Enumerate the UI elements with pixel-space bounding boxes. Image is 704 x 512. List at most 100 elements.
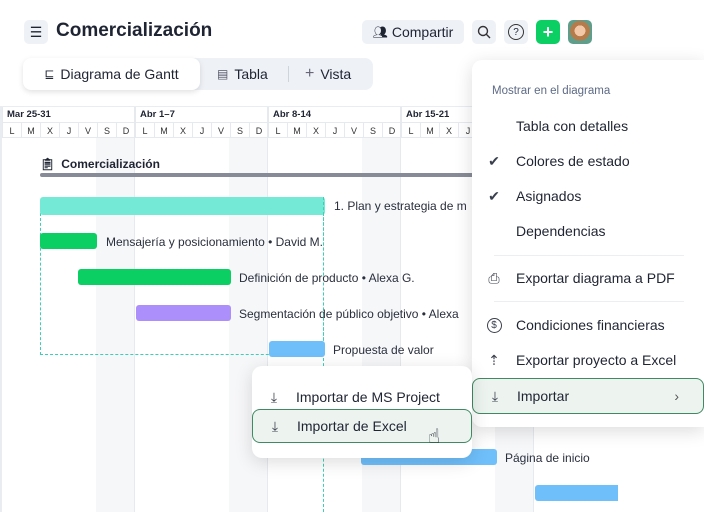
week-line	[267, 107, 268, 512]
gantt-icon: ⊑	[44, 67, 55, 81]
day-label: M	[420, 122, 439, 138]
week-line	[400, 107, 401, 512]
plus-icon: +	[305, 65, 315, 82]
menu-item-dependencies[interactable]: Dependencias	[472, 214, 704, 248]
day-label: L	[2, 122, 21, 138]
task-label: Segmentación de público objetivo • Alexa	[239, 307, 459, 321]
share-label: Compartir	[391, 24, 454, 40]
menu-label: Importar de Excel	[297, 418, 407, 434]
menu-item-assignees[interactable]: ✔ Asignados	[472, 179, 704, 213]
help-icon: ?	[508, 24, 524, 40]
menu-item-export-pdf[interactable]: ⎙ Exportar diagrama a PDF	[472, 261, 704, 295]
download-icon: ⤓	[270, 388, 278, 405]
download-icon: ⤓	[491, 387, 499, 404]
menu-label: Importar	[517, 388, 570, 404]
plus-icon: +	[542, 21, 554, 42]
tab-divider	[288, 66, 289, 82]
menu-item-financial[interactable]: $ Condiciones financieras	[472, 308, 704, 342]
tab-label: Diagrama de Gantt	[60, 66, 179, 82]
menu-item-import-excel[interactable]: ⤓ Importar de Excel	[252, 409, 472, 443]
view-tabs: ⊑ Diagrama de Gantt ▤ Tabla + Vista	[23, 58, 373, 90]
chart-options-menu: Mostrar en el diagrama Tabla con detalle…	[472, 60, 704, 427]
day-label: L	[401, 122, 420, 138]
menu-item-export-excel[interactable]: ⇡ Exportar proyecto a Excel	[472, 343, 704, 377]
menu-label: Colores de estado	[516, 153, 630, 169]
day-label: J	[325, 122, 344, 138]
share-button[interactable]: 👥︎ Compartir	[362, 20, 464, 44]
import-submenu: ⤓ Importar de MS Project ⤓ Importar de Exc…	[252, 366, 472, 458]
users-icon: 👥︎	[372, 25, 388, 39]
menu-item-details-table[interactable]: Tabla con detalles	[472, 109, 704, 143]
menu-label: Exportar proyecto a Excel	[516, 352, 677, 368]
task-bar[interactable]	[535, 485, 618, 501]
day-label: M	[154, 122, 173, 138]
day-label: J	[59, 122, 78, 138]
day-label: X	[40, 122, 59, 138]
menu-item-import[interactable]: ⤓ Importar ›	[472, 378, 704, 414]
clipboard-icon: 📋︎	[40, 157, 56, 171]
day-label: D	[116, 122, 135, 138]
week-label: Abr 1–7	[135, 107, 175, 122]
table-icon: ▤	[217, 67, 229, 81]
hamburger-icon: ☰	[29, 23, 43, 40]
day-label: J	[458, 122, 477, 138]
menu-label: Importar de MS Project	[296, 389, 440, 405]
menu-label: Tabla con detalles	[516, 118, 629, 134]
project-name: Comercialización	[61, 157, 160, 171]
project-row[interactable]: 📋︎ Comercialización	[40, 157, 160, 171]
tab-gantt[interactable]: ⊑ Diagrama de Gantt	[23, 58, 200, 90]
day-label: X	[306, 122, 325, 138]
task-label: Mensajería y posicionamiento • David M.	[106, 235, 323, 249]
download-icon: ⤓	[271, 417, 279, 434]
day-label: D	[382, 122, 401, 138]
task-bar[interactable]	[78, 269, 231, 285]
menu-label: Exportar diagrama a PDF	[516, 270, 675, 286]
search-icon	[477, 25, 491, 39]
add-button[interactable]: +	[536, 20, 560, 44]
task-label: Página de inicio	[505, 451, 590, 465]
day-label: S	[230, 122, 249, 138]
day-label: V	[78, 122, 97, 138]
day-label: X	[173, 122, 192, 138]
menu-label: Dependencias	[516, 223, 606, 239]
tab-table[interactable]: ▤ Tabla	[217, 58, 268, 90]
menu-label: Asignados	[516, 188, 582, 204]
task-label: Propuesta de valor	[333, 343, 434, 357]
task-label: 1. Plan y estrategia de m	[334, 199, 467, 213]
task-bar[interactable]	[269, 341, 325, 357]
day-label: S	[363, 122, 382, 138]
divider	[494, 301, 684, 302]
upload-icon: ⇡	[488, 351, 500, 368]
printer-icon: ⎙	[488, 269, 500, 286]
page-title: Comercialización	[56, 20, 213, 41]
day-label: M	[21, 122, 40, 138]
day-label: X	[439, 122, 458, 138]
dollar-icon: $	[472, 317, 516, 333]
tab-label: Tabla	[234, 66, 268, 82]
task-bar-group[interactable]	[40, 197, 325, 215]
task-bar[interactable]	[136, 305, 231, 321]
day-label: L	[135, 122, 154, 138]
day-label: V	[211, 122, 230, 138]
chevron-right-icon: ›	[674, 388, 679, 404]
menu-item-status-colors[interactable]: ✔ Colores de estado	[472, 144, 704, 178]
menu-button[interactable]: ☰	[24, 20, 48, 44]
divider	[494, 255, 684, 256]
avatar[interactable]	[568, 20, 592, 44]
day-label: J	[192, 122, 211, 138]
help-button[interactable]: ?	[504, 20, 528, 44]
search-button[interactable]	[472, 20, 496, 44]
task-label: Definición de producto • Alexa G.	[239, 271, 415, 285]
tab-label: Vista	[320, 66, 352, 82]
menu-label: Condiciones financieras	[516, 317, 665, 333]
day-label: V	[344, 122, 363, 138]
task-bar[interactable]	[40, 233, 97, 249]
menu-section-title: Mostrar en el diagrama	[492, 85, 611, 97]
project-bar[interactable]	[40, 173, 704, 177]
tab-add-view[interactable]: + Vista	[305, 58, 351, 90]
week-label: Abr 8-14	[268, 107, 311, 122]
menu-item-import-msproject[interactable]: ⤓ Importar de MS Project	[252, 380, 472, 414]
hand-cursor-icon: ☝︎	[428, 426, 441, 448]
day-label: S	[97, 122, 116, 138]
week-label: Mar 25-31	[2, 107, 51, 122]
